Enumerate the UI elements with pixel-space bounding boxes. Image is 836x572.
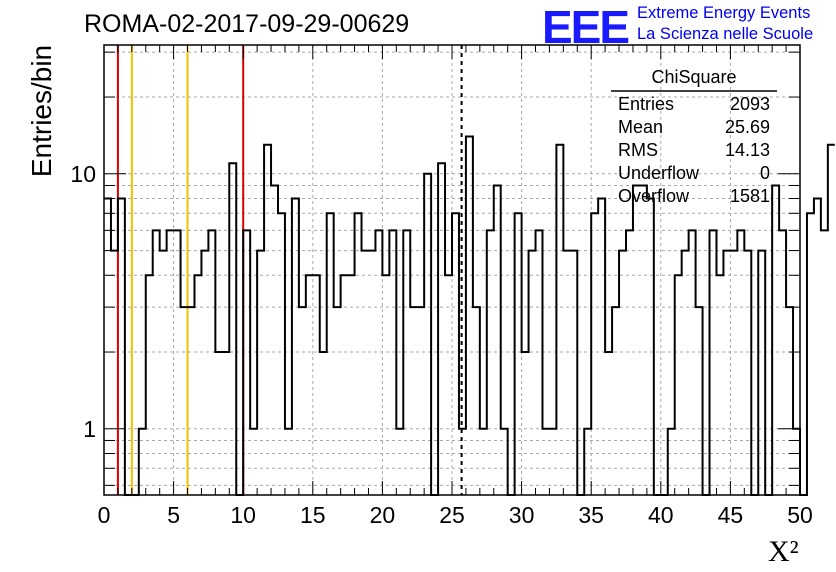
x-tick-label: 35 [578,502,604,528]
logo-line-1: Extreme Energy Events [637,4,811,22]
x-tick-label: 15 [300,502,326,528]
histogram-outline [104,135,835,496]
x-axis-label: X² [768,535,799,568]
x-tick-label: 45 [718,502,744,528]
ticks: 0 5 10 15 20 25 30 35 40 45 50 1 10 [70,45,813,528]
eee-logo: EEE [542,1,630,53]
x-tick-label: 25 [439,502,465,528]
stats-value: 14.13 [724,140,770,160]
y-axis-label: Entries/bin [26,44,57,178]
stats-key: Entries [618,94,675,114]
stats-title: ChiSquare [651,67,737,87]
stats-value: 1581 [729,186,770,206]
x-tick-label: 10 [230,502,256,528]
x-tick-label: 40 [648,502,674,528]
logo-line-2: La Scienza nelle Scuole [637,25,814,43]
stats-key: Mean [618,117,664,137]
stats-value: 2093 [729,94,770,114]
chart-title: ROMA-02-2017-09-29-00629 [84,10,410,38]
stats-value: 0 [759,163,770,183]
stats-key: Overflow [618,186,690,206]
x-tick-label: 5 [167,502,180,528]
y-tick-label: 1 [83,416,96,442]
x-tick-label: 0 [98,502,111,528]
stats-key: Underflow [618,163,700,183]
x-tick-label: 20 [370,502,396,528]
stats-value: 25.69 [724,117,770,137]
stats-key: RMS [618,140,658,160]
x-tick-label: 50 [787,502,813,528]
histogram-series [104,135,835,496]
x-tick-label: 30 [509,502,535,528]
y-tick-label: 10 [70,161,96,187]
